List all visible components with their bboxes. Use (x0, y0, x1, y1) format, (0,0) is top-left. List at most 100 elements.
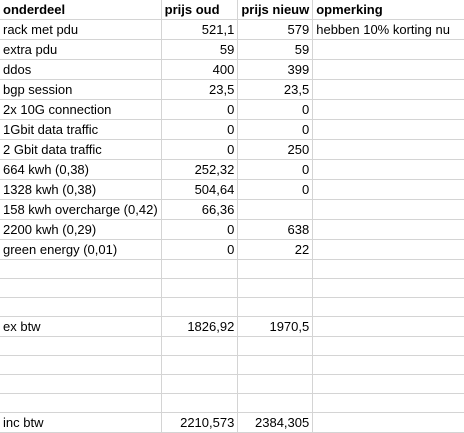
cell-opmerking[interactable] (312, 412, 464, 433)
cell-prijs-oud[interactable]: 0 (161, 119, 239, 140)
cell-onderdeel[interactable] (0, 374, 162, 394)
cell-opmerking[interactable] (312, 393, 464, 413)
cell-prijs-nieuw[interactable] (237, 374, 314, 394)
cell-opmerking[interactable] (312, 336, 464, 356)
table-row: inc btw 2210,573 2384,305 (0, 412, 464, 433)
cell-prijs-oud[interactable] (161, 393, 239, 413)
cell-prijs-oud[interactable]: 2210,573 (161, 412, 239, 433)
cell-prijs-oud[interactable]: 0 (161, 99, 239, 120)
cell-prijs-oud[interactable]: 0 (161, 139, 239, 160)
cell-prijs-nieuw[interactable] (237, 393, 314, 413)
cell-prijs-nieuw[interactable] (237, 278, 314, 298)
cell-prijs-nieuw[interactable]: 0 (237, 179, 314, 200)
table-row: extra pdu 59 59 (0, 39, 464, 60)
cell-onderdeel[interactable]: 2200 kwh (0,29) (0, 219, 162, 240)
table-row: 2x 10G connection 0 0 (0, 99, 464, 120)
cell-prijs-nieuw[interactable]: 22 (237, 239, 314, 260)
cell-onderdeel[interactable] (0, 297, 162, 317)
cell-prijs-nieuw[interactable]: 0 (237, 99, 314, 120)
cell-prijs-nieuw[interactable]: 23,5 (237, 79, 314, 100)
cell-prijs-nieuw[interactable]: 2384,305 (237, 412, 314, 433)
cell-prijs-oud[interactable]: 400 (161, 59, 239, 80)
table-row (0, 336, 464, 356)
cell-onderdeel[interactable]: green energy (0,01) (0, 239, 162, 260)
cell-onderdeel[interactable] (0, 336, 162, 356)
table-row: 158 kwh overcharge (0,42) 66,36 (0, 199, 464, 220)
cell-prijs-oud[interactable] (161, 355, 239, 375)
cell-opmerking[interactable] (312, 297, 464, 317)
cell-prijs-oud[interactable] (161, 374, 239, 394)
cell-opmerking[interactable] (312, 139, 464, 160)
cell-onderdeel[interactable]: extra pdu (0, 39, 162, 60)
cell-prijs-nieuw[interactable] (237, 259, 314, 279)
cell-onderdeel[interactable]: 2x 10G connection (0, 99, 162, 120)
header-cell-opmerking[interactable]: opmerking (312, 0, 464, 20)
cell-opmerking[interactable] (312, 239, 464, 260)
cell-onderdeel[interactable]: 1Gbit data traffic (0, 119, 162, 140)
cell-prijs-nieuw[interactable]: 59 (237, 39, 314, 60)
cell-opmerking[interactable] (312, 259, 464, 279)
cell-prijs-oud[interactable] (161, 259, 239, 279)
cell-prijs-nieuw[interactable]: 0 (237, 159, 314, 180)
cell-opmerking[interactable] (312, 199, 464, 220)
cell-opmerking[interactable] (312, 159, 464, 180)
cell-prijs-oud[interactable] (161, 278, 239, 298)
cell-prijs-nieuw[interactable] (237, 199, 314, 220)
cell-onderdeel[interactable] (0, 278, 162, 298)
cell-opmerking[interactable] (312, 355, 464, 375)
header-cell-prijs-nieuw[interactable]: prijs nieuw (237, 0, 314, 20)
cell-prijs-oud[interactable]: 252,32 (161, 159, 239, 180)
cell-prijs-oud[interactable]: 521,1 (161, 19, 239, 40)
cell-onderdeel[interactable]: 158 kwh overcharge (0,42) (0, 199, 162, 220)
cell-prijs-nieuw[interactable] (237, 336, 314, 356)
cell-opmerking[interactable] (312, 179, 464, 200)
cell-onderdeel[interactable]: bgp session (0, 79, 162, 100)
cell-onderdeel[interactable]: inc btw (0, 412, 162, 433)
cell-prijs-nieuw[interactable] (237, 297, 314, 317)
cell-onderdeel[interactable] (0, 393, 162, 413)
cell-prijs-oud[interactable]: 59 (161, 39, 239, 60)
cell-opmerking[interactable] (312, 278, 464, 298)
cell-onderdeel[interactable]: rack met pdu (0, 19, 162, 40)
cell-prijs-oud[interactable]: 0 (161, 219, 239, 240)
cell-opmerking[interactable]: hebben 10% korting nu (312, 19, 464, 40)
cell-prijs-oud[interactable] (161, 336, 239, 356)
cell-onderdeel[interactable] (0, 259, 162, 279)
cell-prijs-nieuw[interactable]: 1970,5 (237, 316, 314, 337)
cell-prijs-nieuw[interactable]: 399 (237, 59, 314, 80)
cell-opmerking[interactable] (312, 119, 464, 140)
header-row: onderdeel prijs oud prijs nieuw opmerkin… (0, 0, 464, 20)
cell-prijs-oud[interactable]: 1826,92 (161, 316, 239, 337)
cell-opmerking[interactable] (312, 39, 464, 60)
cell-opmerking[interactable] (312, 316, 464, 337)
cell-opmerking[interactable] (312, 99, 464, 120)
cell-prijs-nieuw[interactable] (237, 355, 314, 375)
cell-opmerking[interactable] (312, 219, 464, 240)
table-row (0, 393, 464, 413)
cell-onderdeel[interactable]: ddos (0, 59, 162, 80)
cell-prijs-nieuw[interactable]: 638 (237, 219, 314, 240)
cell-onderdeel[interactable]: ex btw (0, 316, 162, 337)
cell-opmerking[interactable] (312, 374, 464, 394)
cell-opmerking[interactable] (312, 79, 464, 100)
cell-onderdeel[interactable]: 1328 kwh (0,38) (0, 179, 162, 200)
cell-prijs-oud[interactable]: 504,64 (161, 179, 239, 200)
header-cell-prijs-oud[interactable]: prijs oud (161, 0, 239, 20)
cell-prijs-nieuw[interactable]: 250 (237, 139, 314, 160)
cell-opmerking[interactable] (312, 59, 464, 80)
cell-prijs-oud[interactable] (161, 297, 239, 317)
cell-prijs-nieuw[interactable]: 579 (237, 19, 314, 40)
header-cell-onderdeel[interactable]: onderdeel (0, 0, 162, 20)
cell-onderdeel[interactable] (0, 355, 162, 375)
cell-prijs-oud[interactable]: 0 (161, 239, 239, 260)
cell-onderdeel[interactable]: 2 Gbit data traffic (0, 139, 162, 160)
cell-onderdeel[interactable]: 664 kwh (0,38) (0, 159, 162, 180)
cell-prijs-oud[interactable]: 66,36 (161, 199, 239, 220)
table-row (0, 374, 464, 394)
table-row: 2200 kwh (0,29) 0 638 (0, 219, 464, 240)
cell-prijs-oud[interactable]: 23,5 (161, 79, 239, 100)
table-row: 664 kwh (0,38) 252,32 0 (0, 159, 464, 180)
cell-prijs-nieuw[interactable]: 0 (237, 119, 314, 140)
